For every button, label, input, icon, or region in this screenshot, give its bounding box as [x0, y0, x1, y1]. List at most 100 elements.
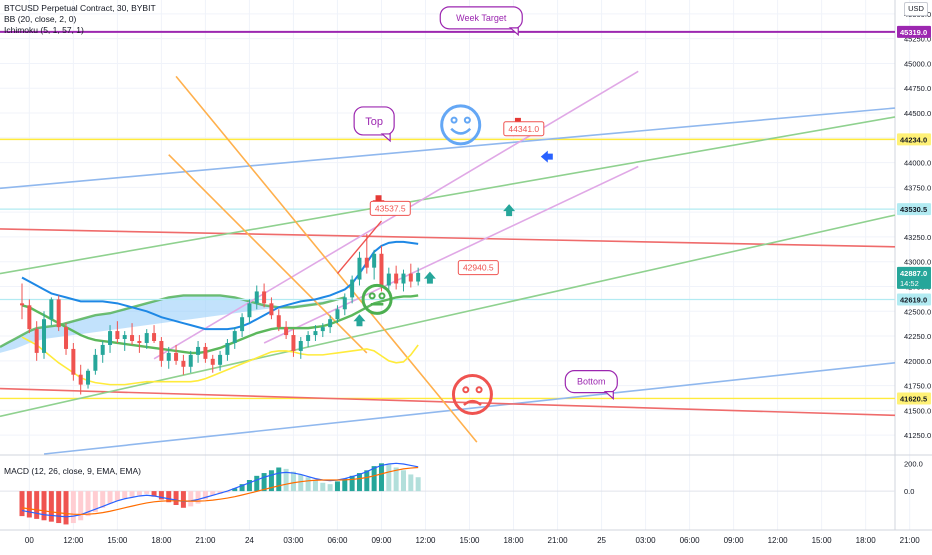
time-tick-label: 18:00 [504, 536, 525, 545]
trend-line [0, 116, 896, 275]
candle-body [379, 253, 384, 286]
candle-body [298, 341, 303, 351]
smiley-face [361, 283, 393, 315]
candle-body [196, 346, 201, 355]
target-price-box [457, 260, 499, 276]
bb-indicator-label[interactable]: BB (20, close, 2, 0) [4, 14, 77, 24]
trend-line [168, 154, 368, 354]
candle-body [335, 309, 340, 320]
target-price-label: 43537.5 [375, 203, 406, 213]
macd-indicator-label[interactable]: MACD (12, 26, close, 9, EMA, EMA) [4, 466, 141, 476]
macd-pane [0, 462, 895, 525]
candle-body [372, 253, 377, 268]
macd-histogram-bar [122, 491, 128, 499]
macd-histogram-bar [151, 491, 157, 497]
macd-legend: MACD (12, 26, close, 9, EMA, EMA) [4, 464, 141, 477]
price-axis-label: 44234.0 [897, 133, 931, 146]
candle-body [357, 257, 362, 280]
time-tick-label: 15:00 [459, 536, 480, 545]
price-axis-label-box [897, 293, 931, 306]
candle-body [188, 354, 193, 367]
symbol-title[interactable]: BTCUSD Perpetual Contract, 30, BYBIT [4, 3, 156, 13]
candle-body [71, 348, 76, 375]
candle-body [159, 341, 164, 361]
candle-body [394, 273, 399, 284]
time-tick-label: 12:00 [768, 536, 789, 545]
macd-histogram-bar [246, 480, 252, 492]
arrow-up-icon [353, 314, 366, 327]
time-tick-label: 03:00 [283, 536, 304, 545]
macd-histogram-bar [320, 482, 326, 492]
candle-body [93, 354, 98, 371]
candle-body [108, 331, 113, 345]
time-tick-label: 06:00 [327, 536, 348, 545]
candle-body [203, 346, 208, 359]
smiley-eye [450, 116, 458, 124]
macd-histogram-bar [298, 474, 304, 492]
candle-body [313, 331, 318, 336]
candle-body [64, 327, 69, 349]
macd-histogram-bar [268, 470, 274, 492]
countdown-label: 14:52 [900, 279, 919, 288]
price-axis-label: 45319.0 [897, 25, 931, 38]
price-tick-label: 41500.0 [904, 406, 931, 415]
trend-line [263, 165, 639, 344]
macd-histogram-bar [70, 491, 76, 524]
price-axis-label: 42619.0 [897, 293, 931, 306]
price-axis-label-box [897, 392, 931, 405]
price-tick-label: 41250.0 [904, 431, 931, 440]
price-axis-label-text: 45319.0 [900, 28, 927, 37]
smiley-mouth [463, 399, 482, 406]
time-tick-label: 15:00 [812, 536, 833, 545]
callout-tail [603, 391, 614, 400]
price-axis-label: 43530.5 [897, 203, 931, 216]
time-tick-label: 12:00 [63, 536, 84, 545]
price-axis-label-text: 42619.0 [900, 295, 927, 304]
price-tick-label: 44000.0 [904, 159, 931, 168]
time-tick-label: 18:00 [151, 536, 172, 545]
trend-line [0, 228, 896, 248]
candle-body [137, 341, 142, 343]
macd-histogram-bar [378, 463, 384, 492]
price-tick-label: 43250.0 [904, 233, 931, 242]
macd-histogram-bar [144, 491, 150, 494]
macd-histogram-bar [100, 491, 106, 508]
macd-histogram-bar [356, 473, 362, 492]
price-axis-label-box [897, 203, 931, 216]
macd-histogram-bar [349, 475, 355, 492]
macd-histogram-bar [63, 491, 69, 525]
candle-body [144, 333, 149, 343]
drawing-lines [0, 30, 896, 455]
price-axis-label: 42887.014:52 [897, 266, 931, 289]
time-tick-label: 09:00 [724, 536, 745, 545]
time-tick-label: 09:00 [371, 536, 392, 545]
time-tick-label: 18:00 [856, 536, 877, 545]
trend-line [0, 107, 896, 190]
candle-body [86, 370, 91, 385]
macd-histogram-bar [400, 470, 406, 492]
price-tick-label: 43750.0 [904, 183, 931, 192]
target-price-label: 42940.5 [463, 263, 494, 273]
candle-body [276, 315, 281, 328]
projection-line [336, 220, 383, 275]
callout-text: Week Target [456, 13, 507, 23]
arrow-up-icon [423, 271, 436, 284]
ichimoku-indicator-label[interactable]: Ichimoku (5, 1, 57, 1) [4, 25, 84, 35]
macd-tick-label: 0.0 [904, 487, 914, 496]
macd-histogram-bar [129, 491, 135, 497]
macd-histogram-bar [239, 484, 245, 492]
candle-body [254, 291, 259, 304]
candle-body [328, 319, 333, 328]
macd-histogram-bar [48, 491, 54, 522]
callout-tail [508, 27, 519, 37]
macd-histogram-bar [290, 471, 296, 492]
price-axis-label: 41620.5 [897, 392, 931, 405]
macd-histogram-bar [261, 473, 267, 492]
macd-histogram-bar [34, 491, 40, 519]
smiley-eye [378, 292, 386, 300]
macd-histogram-bar [305, 477, 311, 492]
trend-line [0, 214, 896, 418]
currency-button[interactable]: USD [904, 2, 928, 16]
